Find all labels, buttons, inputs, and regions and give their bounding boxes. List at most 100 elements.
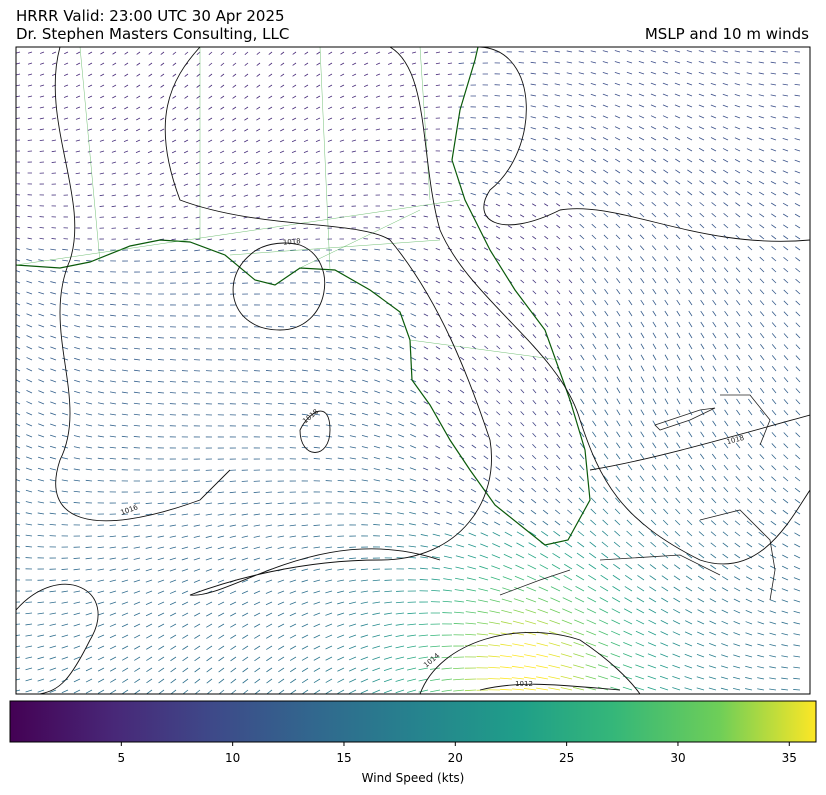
wind-arrow (735, 180, 741, 185)
wind-arrow (181, 579, 189, 583)
wind-arrow (759, 278, 765, 284)
wind-arrow (97, 667, 105, 672)
wind-arrow (500, 643, 513, 647)
wind-arrow (112, 84, 117, 88)
wind-arrow (38, 280, 45, 284)
wind-arrow (447, 313, 453, 317)
wind-arrow (636, 597, 645, 603)
wind-arrow (771, 333, 777, 339)
wind-arrow (360, 645, 369, 649)
wind-arrow (508, 422, 513, 427)
wind-arrow (782, 192, 789, 196)
wind-arrow (746, 115, 753, 119)
wind-arrow (745, 609, 753, 614)
wind-arrow (37, 667, 45, 671)
wind-arrow (484, 356, 489, 361)
wind-arrow (205, 557, 213, 561)
wind-arrow (38, 412, 45, 416)
wind-arrow (316, 106, 321, 110)
wind-arrow (348, 645, 357, 650)
wind-arrow (459, 302, 465, 306)
wind-arrow (532, 225, 537, 229)
wind-arrow (579, 256, 585, 262)
wind-arrow (615, 169, 621, 174)
wind-arrow (419, 579, 429, 581)
wind-arrow (560, 653, 573, 658)
wind-arrow (268, 128, 273, 132)
wind-arrow (74, 390, 81, 394)
wind-arrow (647, 664, 657, 669)
wind-arrow (610, 641, 621, 647)
wind-arrow (614, 50, 621, 53)
wind-arrow (623, 641, 633, 647)
wind-arrow (374, 324, 381, 328)
wind-arrow (435, 291, 441, 295)
wind-arrow (483, 225, 489, 229)
wind-arrow (697, 620, 705, 625)
wind-arrow (229, 546, 237, 550)
wind-arrow (242, 645, 249, 651)
wind-arrow (771, 388, 777, 394)
wind-arrow (74, 336, 81, 339)
wind-arrow (712, 321, 717, 328)
wind-arrow (373, 490, 381, 493)
wind-arrow (244, 139, 249, 143)
wind-arrow (759, 454, 765, 460)
wind-arrow (490, 576, 501, 581)
wind-arrow (146, 337, 153, 339)
wind-arrow (337, 446, 345, 449)
wind-arrow (554, 170, 561, 174)
wind-arrow (37, 490, 45, 493)
wind-arrow (556, 388, 561, 394)
wind-arrow (182, 678, 189, 684)
wind-arrow (337, 424, 345, 427)
wind-arrow (363, 95, 369, 98)
wind-arrow (110, 347, 117, 350)
wind-arrow (781, 633, 789, 636)
wind-arrow (374, 259, 381, 262)
wind-arrow (395, 656, 405, 660)
wind-arrow (181, 601, 189, 606)
wind-arrow (171, 194, 177, 197)
wind-arrow (591, 213, 597, 218)
wind-arrow (574, 619, 585, 625)
wind-arrow (628, 376, 633, 383)
wind-arrow (418, 634, 429, 637)
wind-arrow (652, 288, 657, 295)
wind-arrow (51, 128, 57, 131)
wind-arrow (49, 612, 57, 615)
wind-arrow (98, 369, 105, 372)
wind-arrow (627, 158, 633, 163)
wind-arrow (458, 51, 465, 54)
wind-arrow (518, 116, 525, 119)
wind-arrow (688, 267, 693, 273)
wind-arrow (289, 358, 297, 361)
wind-arrow (135, 205, 141, 208)
wind-arrow (87, 194, 93, 196)
wind-arrow (181, 612, 189, 617)
wind-arrow (339, 150, 345, 153)
wind-arrow (640, 420, 645, 427)
wind-arrow (615, 245, 621, 251)
wind-arrow (795, 399, 801, 405)
wind-arrow (734, 72, 741, 75)
wind-arrow (506, 94, 513, 97)
wind-arrow (446, 511, 453, 515)
wind-arrow (458, 171, 465, 174)
wind-arrow (687, 180, 693, 185)
wind-arrow (229, 513, 237, 516)
wind-arrow (495, 466, 501, 471)
wind-arrow (206, 634, 213, 639)
wind-arrow (503, 565, 513, 570)
wind-arrow (794, 543, 801, 548)
wind-arrow (337, 557, 345, 560)
wind-arrow (205, 502, 213, 505)
wind-arrow (723, 442, 729, 449)
wind-arrow (795, 344, 801, 350)
wind-arrow (208, 95, 213, 99)
wind-arrow (530, 159, 537, 163)
wind-arrow (301, 358, 309, 361)
wind-arrow (615, 158, 621, 163)
wind-arrow (375, 128, 381, 131)
wind-arrow (289, 513, 297, 516)
